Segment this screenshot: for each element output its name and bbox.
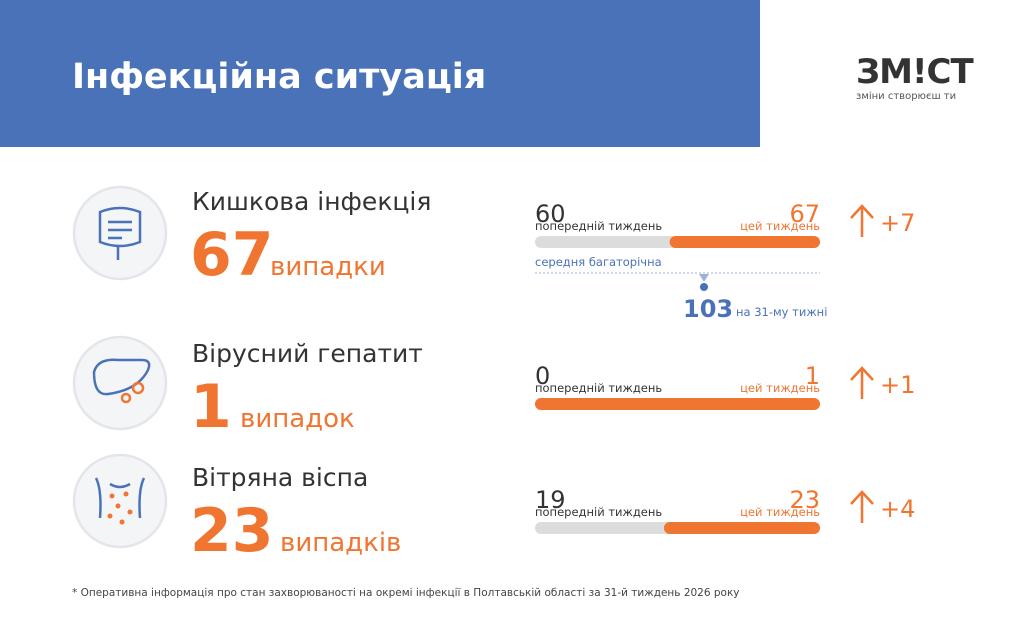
up-arrow	[850, 204, 874, 237]
current-bar	[669, 236, 820, 248]
case-unit: випадок	[240, 404, 355, 434]
icon-circle	[72, 185, 168, 281]
case-unit: випадки	[270, 252, 386, 282]
case-unit: випадків	[280, 528, 401, 558]
current-value: 67	[789, 200, 820, 228]
torso-icon	[94, 477, 146, 519]
previous-value: 0	[535, 362, 550, 390]
case-count: 67	[190, 220, 274, 290]
current-bar	[663, 522, 820, 534]
previous-label: попередній тиждень	[535, 219, 662, 233]
previous-label: попередній тиждень	[535, 381, 662, 395]
icon-circle	[72, 453, 168, 549]
icon-circle	[72, 335, 168, 431]
case-count: 23	[190, 496, 274, 566]
previous-value: 60	[535, 200, 566, 228]
intestine-icon	[98, 206, 142, 260]
change: +7	[880, 209, 915, 237]
change: +1	[880, 371, 915, 399]
average-pointer	[699, 274, 709, 282]
current-bar	[535, 398, 820, 410]
previous-value: 19	[535, 486, 566, 514]
current-label: цей тиждень	[740, 219, 820, 233]
current-value: 23	[789, 486, 820, 514]
previous-label: попередній тиждень	[535, 505, 662, 519]
current-label: цей тиждень	[740, 381, 820, 395]
up-arrow	[850, 490, 874, 523]
average-marker	[700, 283, 708, 291]
up-arrow	[850, 366, 874, 399]
header-band	[0, 0, 760, 147]
infection-name: Вітряна віспа	[192, 463, 368, 492]
current-label: цей тиждень	[740, 505, 820, 519]
infection-name: Вірусний гепатит	[192, 339, 423, 368]
case-count: 1	[190, 372, 232, 442]
logo: ЗМ!СТ	[856, 52, 974, 92]
footnote: * Оперативна інформація про стан захворю…	[72, 587, 740, 599]
infection-name: Кишкова інфекція	[192, 187, 431, 216]
change: +4	[880, 495, 915, 523]
average-value: 103	[683, 295, 733, 323]
tagline: зміни створюєш ти	[856, 90, 956, 102]
rash-dots	[107, 491, 133, 525]
gear-icon	[131, 381, 145, 395]
icons	[72, 185, 168, 549]
liver-icon	[92, 358, 151, 396]
gear-icon	[120, 392, 132, 404]
average-label: середня багаторічна	[535, 255, 662, 269]
current-value: 1	[805, 362, 820, 390]
average-note: на 31-му тижні	[736, 305, 827, 319]
title: Інфекційна ситуація	[72, 57, 486, 97]
